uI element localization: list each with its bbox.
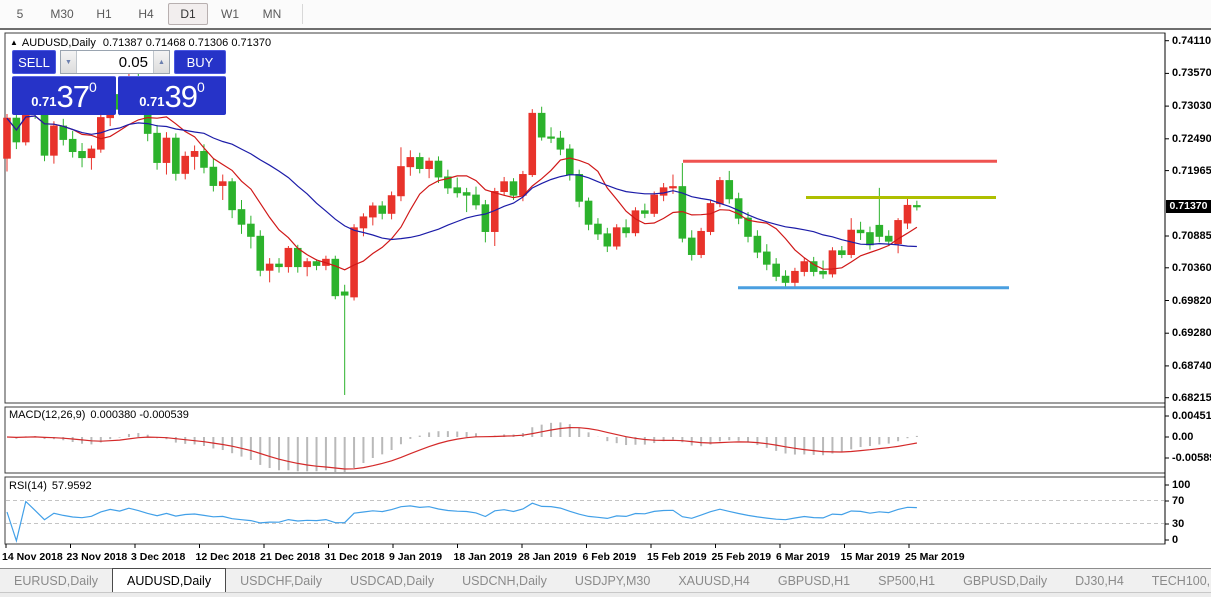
rsi-indicator xyxy=(6,500,1164,544)
chart-tab-audusd-daily[interactable]: AUDUSD,Daily xyxy=(112,568,227,592)
price-axis-label: 0.71965 xyxy=(1172,164,1211,177)
axis-ticks xyxy=(5,33,1169,548)
price-axis-label: 0.69280 xyxy=(1172,327,1211,340)
toolbar-separator xyxy=(302,4,303,24)
price-axis-label: 0.70360 xyxy=(1172,261,1211,274)
date-axis-label: 21 Dec 2018 xyxy=(260,551,321,563)
rsi-value: 57.9592 xyxy=(51,480,92,492)
chart-tab-sp500-h1[interactable]: SP500,H1 xyxy=(878,573,936,588)
date-axis-label: 31 Dec 2018 xyxy=(324,551,385,563)
candlestick-series[interactable] xyxy=(3,50,921,395)
chart-tab-xauusd-h4[interactable]: XAUUSD,H4 xyxy=(678,573,750,588)
ohlc-values: 0.71387 0.71468 0.71306 0.71370 xyxy=(102,37,272,49)
moving-averages xyxy=(6,115,918,271)
buy-button[interactable]: BUY xyxy=(174,50,226,74)
timeframe-button-mn[interactable]: MN xyxy=(262,7,282,21)
date-axis-label: 18 Jan 2019 xyxy=(453,551,513,563)
price-axis-label: 0.68740 xyxy=(1172,359,1211,372)
macd-axis-label: 0.00 xyxy=(1172,431,1194,443)
macd-name: MACD(12,26,9) xyxy=(9,409,86,421)
date-axis-label: 28 Jan 2019 xyxy=(518,551,577,563)
date-axis-label: 14 Nov 2018 xyxy=(2,551,63,563)
collapse-triangle-icon[interactable]: ▲ xyxy=(10,38,18,47)
rsi-panel-frame xyxy=(4,476,1166,545)
price-axis-label: 0.73570 xyxy=(1172,67,1211,80)
symbol-name: AUDUSD,Daily xyxy=(21,37,96,49)
volume-stepper: ▼ ▲ xyxy=(60,50,170,74)
date-axis-label: 23 Nov 2018 xyxy=(66,551,128,563)
timeframe-button-h4[interactable]: H4 xyxy=(138,7,154,21)
timeframe-button-w1[interactable]: W1 xyxy=(221,7,239,21)
rsi-axis-label: 100 xyxy=(1172,479,1191,491)
symbol-header: ▲ AUDUSD,Daily 0.71387 0.71468 0.71306 0.7… xyxy=(10,37,271,49)
date-axis-label: 6 Feb 2019 xyxy=(582,551,637,563)
current-price-tag: 0.71370 xyxy=(1166,200,1211,213)
chart-tab-usdchf-daily[interactable]: USDCHF,Daily xyxy=(240,573,323,588)
price-axis-label: 0.73030 xyxy=(1172,100,1211,113)
volume-input[interactable] xyxy=(77,51,153,73)
price-axis-label: 0.68215 xyxy=(1172,391,1211,404)
chart-tab-tech100-h1[interactable]: TECH100,H1 xyxy=(1151,573,1211,588)
date-axis-label: 3 Dec 2018 xyxy=(131,551,186,563)
sell-button[interactable]: SELL xyxy=(12,50,56,74)
chart-tab-eurusd-daily[interactable]: EURUSD,Daily xyxy=(14,573,99,588)
sell-price-prefix: 0.71 xyxy=(31,94,57,109)
rsi-axis-label: 70 xyxy=(1172,495,1185,507)
rsi-axis-label: 30 xyxy=(1172,518,1185,530)
buy-price-big: 39 xyxy=(164,79,198,114)
rsi-name: RSI(14) xyxy=(9,480,47,492)
chart-tab-usdjpy-m30[interactable]: USDJPY,M30 xyxy=(574,573,651,588)
buy-price-prefix: 0.71 xyxy=(139,94,165,109)
macd-axis-label: -0.005899 xyxy=(1172,452,1211,464)
date-axis-label: 15 Feb 2019 xyxy=(647,551,707,563)
sell-price-sup: 0 xyxy=(89,79,97,95)
rsi-label: RSI(14) 57.9592 xyxy=(9,480,92,492)
volume-increase-icon[interactable]: ▲ xyxy=(153,51,169,73)
date-axis-label: 15 Mar 2019 xyxy=(840,551,901,563)
macd-values: 0.000380 -0.000539 xyxy=(90,409,189,421)
date-axis-label: 6 Mar 2019 xyxy=(776,551,830,563)
price-axis-label: 0.70885 xyxy=(1172,230,1211,242)
timeframe-toolbar: 5 M30 H1 H4 D1 W1 MN xyxy=(0,0,1211,30)
rsi-axis-label: 0 xyxy=(1172,534,1179,546)
price-axis-label: 0.74110 xyxy=(1172,34,1211,47)
buy-price-sup: 0 xyxy=(197,79,205,95)
macd-indicator xyxy=(6,422,918,472)
timeframe-button-d1[interactable]: D1 xyxy=(168,3,208,25)
chart-tab-dj30-h4[interactable]: DJ30,H4 xyxy=(1075,573,1124,588)
chart-tab-usdcad-daily[interactable]: USDCAD,Daily xyxy=(350,573,435,588)
sell-price-display[interactable]: 0.71 37 0 xyxy=(12,76,116,115)
price-axis-label: 0.72490 xyxy=(1172,132,1211,145)
date-axis-label: 9 Jan 2019 xyxy=(389,551,443,563)
macd-axis-label: 0.004517 xyxy=(1172,410,1211,422)
timeframe-button-5[interactable]: 5 xyxy=(16,7,24,21)
volume-decrease-icon[interactable]: ▼ xyxy=(61,51,77,73)
buy-price-display[interactable]: 0.71 39 0 xyxy=(118,76,226,115)
chart-tab-gbpusd-daily[interactable]: GBPUSD,Daily xyxy=(963,573,1048,588)
date-axis-label: 25 Mar 2019 xyxy=(905,551,965,563)
date-axis-label: 12 Dec 2018 xyxy=(195,551,256,563)
price-axis-label: 0.69820 xyxy=(1172,294,1211,307)
chart-tab-gbpusd-h1[interactable]: GBPUSD,H1 xyxy=(777,573,851,588)
sell-price-big: 37 xyxy=(56,79,90,114)
symbol-tab-bar: EURUSD,Daily AUDUSD,Daily USDCHF,Daily USDC… xyxy=(0,568,1211,592)
timeframe-button-h1[interactable]: H1 xyxy=(96,7,112,21)
date-axis-label: 25 Feb 2019 xyxy=(711,551,772,563)
window-bottom-edge xyxy=(0,592,1211,597)
chart-tab-usdcnh-daily[interactable]: USDCNH,Daily xyxy=(462,573,547,588)
timeframe-button-m30[interactable]: M30 xyxy=(50,7,74,21)
macd-label: MACD(12,26,9) 0.000380 -0.000539 xyxy=(9,409,189,421)
